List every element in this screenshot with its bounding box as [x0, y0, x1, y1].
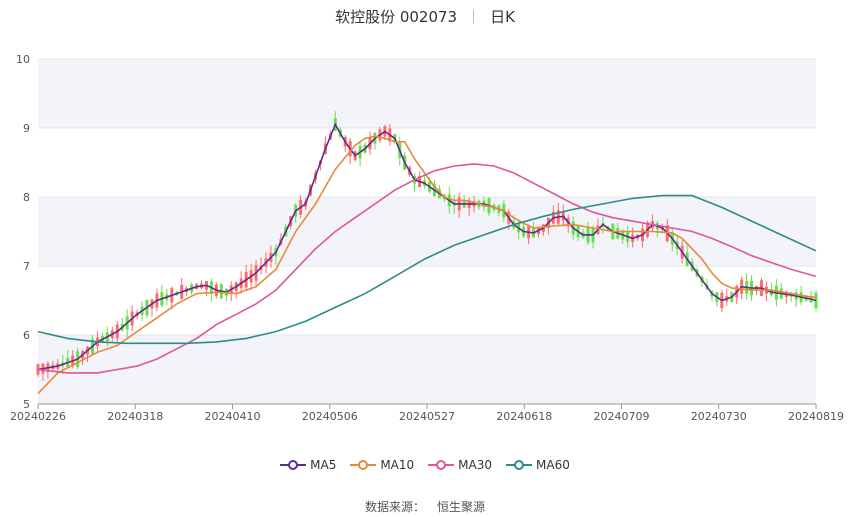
- line-ma30: [37, 163, 817, 374]
- x-tick-label: 20240506: [302, 410, 358, 423]
- x-tick-label: 20240410: [205, 410, 261, 423]
- line-ma10: [37, 135, 816, 395]
- x-tick-label: 20240618: [496, 410, 552, 423]
- legend-item-ma30[interactable]: MA30: [428, 458, 492, 472]
- legend-marker-icon: [428, 460, 455, 470]
- legend-marker-icon: [506, 460, 533, 470]
- y-tick-label: 5: [23, 398, 30, 411]
- chart-title: 软控股份 002073 日K: [0, 6, 850, 27]
- legend-item-ma5[interactable]: MA5: [280, 458, 336, 472]
- period-label: 日K: [490, 8, 515, 26]
- title-separator: [473, 10, 475, 24]
- gridlines: [38, 58, 816, 405]
- background-bands: [38, 59, 816, 404]
- legend-marker-icon: [280, 460, 307, 470]
- legend-label: MA10: [380, 458, 415, 472]
- x-tick-label: 20240226: [10, 410, 66, 423]
- x-tick-label: 20240819: [788, 410, 844, 423]
- source-label: 数据来源：: [364, 500, 425, 514]
- y-tick-label: 10: [16, 53, 30, 66]
- source-value: 恒生聚源: [437, 500, 486, 514]
- x-tick-label: 20240709: [594, 410, 650, 423]
- legend-label: MA30: [458, 458, 493, 472]
- stock-name-code: 软控股份 002073: [335, 8, 458, 26]
- band-5: [38, 335, 816, 404]
- legend-marker-icon: [350, 460, 377, 470]
- y-tick-label: 6: [23, 329, 30, 342]
- x-tick-label: 20240527: [399, 410, 455, 423]
- x-tick-label: 20240318: [107, 410, 163, 423]
- y-tick-label: 7: [23, 260, 30, 273]
- legend-item-ma10[interactable]: MA10: [350, 458, 414, 472]
- legend-label: MA60: [536, 458, 570, 472]
- y-axis-ticks: 5 6 7 8 9 10: [16, 53, 30, 411]
- y-tick-label: 9: [23, 122, 30, 135]
- x-tick-label: 20240730: [691, 410, 747, 423]
- legend: MA5 MA10 MA30 MA60: [0, 458, 850, 474]
- moving-average-lines: [37, 122, 817, 395]
- x-axis-ticks: 20240226 20240318 20240410 20240506 20240527…: [10, 403, 844, 423]
- y-tick-label: 8: [23, 191, 30, 204]
- line-ma60: [37, 194, 817, 345]
- legend-item-ma60[interactable]: MA60: [506, 458, 570, 472]
- band-9: [38, 59, 816, 128]
- data-source: 数据来源： 恒生聚源: [0, 498, 850, 515]
- legend-label: MA5: [310, 458, 337, 472]
